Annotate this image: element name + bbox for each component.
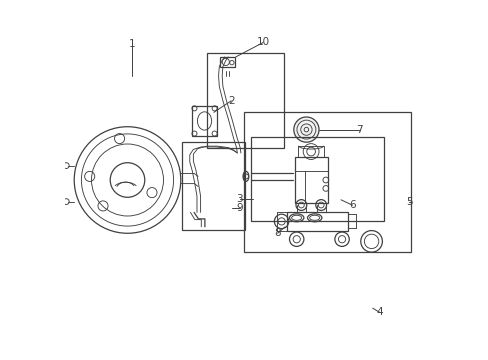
Text: 10: 10 bbox=[256, 37, 269, 48]
Text: 9: 9 bbox=[236, 203, 243, 213]
Text: 6: 6 bbox=[348, 200, 355, 210]
Bar bbox=[298, 146, 324, 157]
Text: 8: 8 bbox=[274, 228, 281, 238]
Bar bbox=[244, 112, 410, 252]
Circle shape bbox=[293, 117, 318, 142]
Bar bbox=[294, 157, 327, 203]
Bar bbox=[181, 142, 244, 230]
Bar bbox=[192, 106, 216, 136]
Bar bbox=[250, 137, 384, 221]
Text: 4: 4 bbox=[376, 307, 383, 318]
Text: 5: 5 bbox=[405, 197, 411, 207]
Bar bbox=[219, 57, 235, 67]
Text: 2: 2 bbox=[227, 96, 234, 106]
Bar bbox=[286, 212, 347, 231]
Text: 3: 3 bbox=[236, 194, 243, 204]
Bar bbox=[206, 53, 284, 148]
Text: 1: 1 bbox=[128, 39, 135, 49]
Text: 7: 7 bbox=[356, 125, 362, 135]
